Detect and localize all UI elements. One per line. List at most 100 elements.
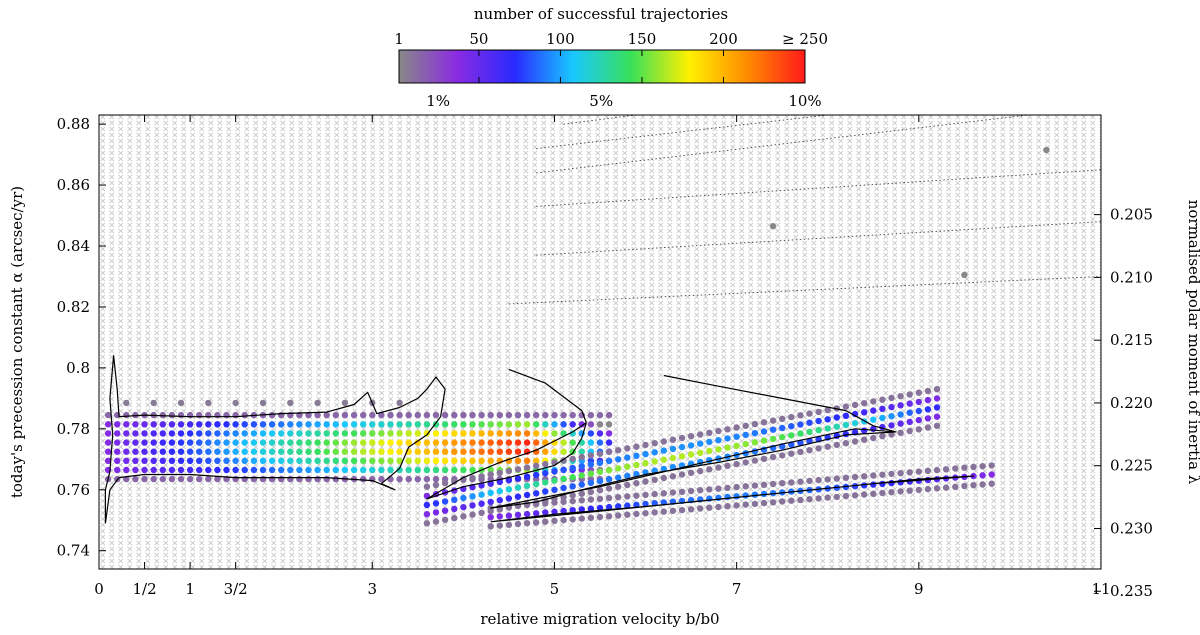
- data-point: [478, 491, 485, 498]
- data-point: [560, 421, 567, 428]
- data-point: [268, 411, 276, 419]
- data-point: [414, 457, 421, 464]
- data-point: [360, 411, 367, 419]
- data-point: [851, 420, 859, 427]
- data-point: [414, 411, 421, 419]
- data-point: [715, 437, 722, 444]
- data-point: [660, 474, 667, 482]
- data-point: [605, 439, 613, 446]
- diagonal-line: [508, 276, 1101, 305]
- data-point: [824, 443, 831, 450]
- data-point: [952, 465, 959, 472]
- data-point: [569, 439, 576, 446]
- data-point: [514, 411, 522, 419]
- data-point: [423, 411, 431, 419]
- data-point: [287, 475, 294, 483]
- data-point: [168, 439, 176, 446]
- data-point: [651, 490, 658, 498]
- data-point: [797, 448, 804, 456]
- data-point: [870, 434, 877, 442]
- data-point: [523, 464, 531, 471]
- data-point: [177, 439, 185, 446]
- data-point: [551, 468, 558, 475]
- data-point: [924, 406, 932, 413]
- data-point: [833, 441, 840, 449]
- data-point: [241, 466, 248, 474]
- data-point: [797, 496, 804, 504]
- data-point: [414, 439, 421, 446]
- colorbar-tick-label: 100: [546, 30, 575, 48]
- data-point: [441, 507, 449, 514]
- y2-tick-label: 0.220: [1110, 394, 1153, 412]
- data-point: [988, 480, 995, 487]
- data-point: [396, 439, 403, 446]
- data-point: [824, 406, 831, 414]
- data-point: [915, 426, 922, 433]
- data-point: [733, 493, 740, 500]
- data-point: [186, 457, 194, 464]
- data-point: [232, 457, 239, 464]
- data-point: [296, 430, 303, 437]
- data-point: [842, 403, 850, 410]
- data-point: [751, 420, 759, 428]
- colorbar-tick-label: 1: [394, 30, 404, 48]
- data-point: [587, 479, 595, 486]
- data-point: [132, 457, 139, 464]
- data-point: [350, 457, 358, 464]
- data-point: [423, 511, 431, 518]
- data-point: [933, 422, 941, 429]
- data-point: [441, 439, 449, 446]
- data-point: [223, 421, 230, 428]
- data-point: [833, 493, 840, 501]
- data-point: [205, 411, 212, 419]
- data-point: [387, 439, 394, 446]
- data-point: [769, 499, 777, 506]
- data-point: [159, 421, 166, 428]
- data-point: [341, 439, 349, 446]
- data-point: [323, 421, 330, 428]
- data-point: [341, 411, 349, 419]
- data-point: [241, 475, 248, 483]
- data-point: [533, 519, 540, 526]
- data-point: [706, 504, 713, 511]
- data-point: [259, 475, 267, 483]
- data-point: [724, 426, 731, 433]
- data-point: [132, 439, 139, 446]
- data-point: [250, 421, 258, 428]
- data-point: [123, 439, 130, 446]
- data-point: [305, 439, 312, 446]
- data-point: [278, 421, 285, 428]
- data-point: [806, 419, 813, 426]
- data-point: [332, 466, 339, 474]
- data-point: [942, 484, 950, 491]
- data-point: [724, 435, 731, 442]
- data-point: [760, 437, 768, 444]
- data-point: [223, 430, 230, 437]
- data-point: [396, 466, 403, 474]
- data-point: [942, 466, 950, 473]
- data-point: [123, 421, 130, 428]
- data-point: [523, 510, 531, 518]
- data-point: [314, 466, 321, 474]
- data-point: [268, 466, 276, 474]
- data-point: [259, 430, 267, 437]
- data-point: [223, 448, 230, 455]
- data-point: [642, 478, 649, 485]
- data-point: [551, 430, 558, 437]
- colorbar-title: number of successful trajectories: [474, 5, 728, 23]
- data-point: [414, 466, 421, 474]
- data-point: [715, 446, 722, 453]
- data-point: [605, 457, 613, 465]
- data-point: [496, 430, 503, 437]
- data-point: [542, 488, 549, 495]
- data-point: [824, 476, 831, 483]
- data-point: [615, 447, 622, 454]
- data-point: [141, 466, 148, 474]
- data-point: [769, 480, 777, 488]
- data-point: [560, 457, 567, 464]
- data-point: [533, 490, 540, 497]
- data-point: [177, 457, 185, 464]
- data-point: [551, 439, 558, 446]
- data-point: [196, 439, 203, 446]
- data-point: [323, 475, 330, 483]
